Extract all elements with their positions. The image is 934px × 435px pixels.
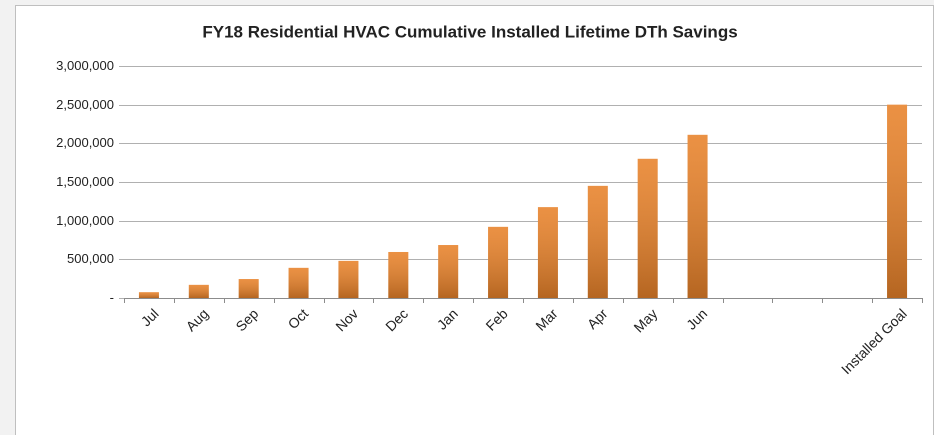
bar-shade	[438, 245, 459, 298]
chart-title: FY18 Residential HVAC Cumulative Install…	[202, 22, 737, 41]
bar-shade	[637, 158, 658, 298]
chart-frame	[15, 5, 934, 435]
bar-shade	[288, 267, 309, 298]
y-tick-label: 1,500,000	[56, 174, 114, 189]
bar-shade	[138, 292, 159, 298]
bar-shade	[537, 207, 558, 298]
bar-shade	[887, 104, 908, 299]
y-tick-label: 2,500,000	[56, 97, 114, 112]
bar-shade	[238, 279, 259, 298]
bar-shade	[388, 251, 409, 298]
y-tick-label: 3,000,000	[56, 58, 114, 73]
y-tick-label: -	[110, 290, 114, 305]
y-tick-label: 1,000,000	[56, 213, 114, 228]
bar-shade	[338, 260, 359, 298]
bar-shade	[188, 284, 209, 298]
bar-shade	[587, 185, 608, 298]
bar-shade	[687, 134, 708, 298]
bar-shade	[488, 226, 509, 298]
y-tick-label: 2,000,000	[56, 135, 114, 150]
y-tick-label: 500,000	[67, 251, 114, 266]
